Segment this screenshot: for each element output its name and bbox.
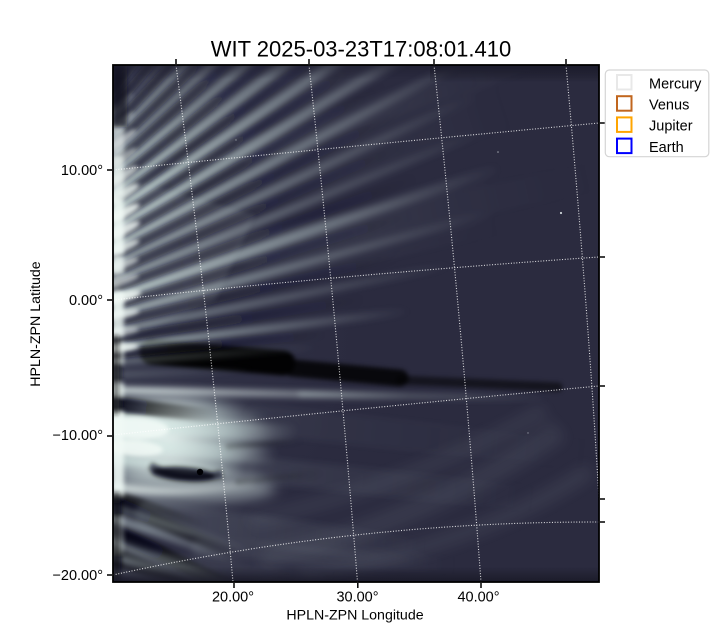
svg-text:20.00°: 20.00° xyxy=(212,589,254,605)
svg-text:HPLN-ZPN Longitude: HPLN-ZPN Longitude xyxy=(286,608,423,624)
svg-text:0.00°: 0.00° xyxy=(69,293,103,309)
svg-text:Jupiter: Jupiter xyxy=(649,119,693,135)
svg-text:−20.00°: −20.00° xyxy=(52,568,103,584)
svg-text:Mercury: Mercury xyxy=(649,76,702,92)
svg-text:HPLN-ZPN Latitude: HPLN-ZPN Latitude xyxy=(28,261,44,386)
svg-text:Venus: Venus xyxy=(649,98,689,114)
svg-text:Earth: Earth xyxy=(649,140,684,156)
svg-text:40.00°: 40.00° xyxy=(457,589,499,605)
svg-text:30.00°: 30.00° xyxy=(336,589,378,605)
svg-text:10.00°: 10.00° xyxy=(61,163,103,179)
svg-text:−10.00°: −10.00° xyxy=(52,428,103,444)
svg-text:WIT 2025-03-23T17:08:01.410: WIT 2025-03-23T17:08:01.410 xyxy=(211,37,511,62)
